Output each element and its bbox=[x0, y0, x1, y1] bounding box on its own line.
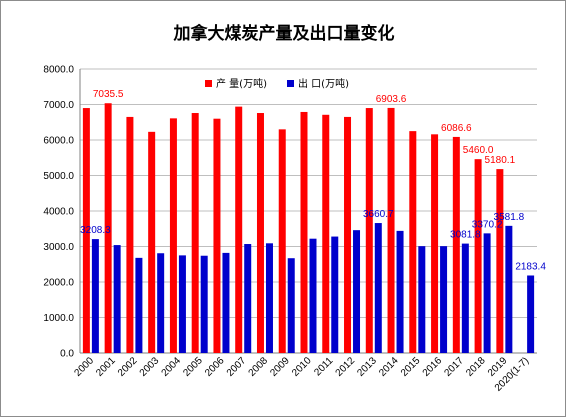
bar-export bbox=[527, 275, 535, 353]
x-tick-label: 2006 bbox=[203, 355, 227, 379]
y-tick-label: 7000.0 bbox=[43, 100, 74, 111]
bar-export bbox=[200, 255, 208, 353]
bar-production bbox=[452, 136, 460, 353]
x-tick-label: 2004 bbox=[160, 355, 184, 379]
bar-export bbox=[287, 258, 295, 353]
bar-export bbox=[331, 236, 339, 353]
bar-production bbox=[213, 118, 221, 353]
bar-export bbox=[178, 255, 186, 353]
bar-export bbox=[157, 253, 165, 353]
x-axis: 2000200120022003200420052006200720082009… bbox=[72, 355, 531, 394]
bar-export bbox=[113, 245, 121, 353]
y-tick-label: 6000.0 bbox=[43, 136, 74, 147]
data-label-production: 6086.6 bbox=[441, 123, 472, 134]
x-tick-label: 2013 bbox=[355, 355, 379, 379]
bar-export bbox=[396, 230, 404, 353]
bar-production bbox=[82, 108, 90, 353]
y-tick-label: 4000.0 bbox=[43, 207, 74, 218]
y-tick-label: 8000.0 bbox=[43, 65, 74, 76]
legend-swatch-production bbox=[205, 80, 212, 87]
x-tick-label: 2011 bbox=[312, 355, 335, 378]
bar-production bbox=[235, 106, 243, 353]
bar-production bbox=[126, 116, 134, 353]
bar-export bbox=[353, 230, 361, 353]
legend-label-export: 出 口(万吨) bbox=[298, 77, 349, 90]
x-tick-label: 2003 bbox=[138, 355, 162, 379]
bar-export bbox=[483, 233, 491, 353]
x-tick-label: 2014 bbox=[377, 355, 401, 379]
bar-production bbox=[256, 113, 264, 354]
data-label-export: 3581.8 bbox=[494, 212, 525, 223]
x-tick-label: 2012 bbox=[334, 355, 358, 379]
x-tick-label: 2018 bbox=[464, 355, 488, 379]
x-tick-label: 2005 bbox=[181, 355, 205, 379]
x-tick-label: 2007 bbox=[225, 355, 249, 379]
x-tick-label: 2015 bbox=[399, 355, 423, 379]
chart-title: 加拿大煤炭产量及出口量变化 bbox=[173, 24, 395, 44]
bar-production bbox=[191, 113, 199, 354]
bar-production bbox=[322, 114, 330, 353]
y-tick-label: 3000.0 bbox=[43, 242, 74, 253]
y-axis: 0.0 1000.0 2000.0 3000.0 4000.0 5000.0 6000.0 7… bbox=[43, 65, 537, 360]
x-tick-label: 2001 bbox=[94, 355, 118, 379]
y-tick-label: 5000.0 bbox=[43, 171, 74, 182]
bar-production bbox=[300, 111, 308, 353]
y-tick-label: 0.0 bbox=[60, 349, 74, 360]
data-label-export: 3208.3 bbox=[80, 225, 111, 236]
data-label-production: 7035.5 bbox=[93, 89, 124, 100]
bar-export bbox=[505, 225, 513, 353]
bar-export bbox=[135, 257, 143, 353]
bar-export bbox=[244, 244, 252, 353]
data-label-export: 2183.4 bbox=[515, 261, 546, 272]
bar-export bbox=[91, 239, 99, 353]
legend-swatch-export bbox=[287, 80, 294, 87]
data-label-production: 5180.1 bbox=[485, 155, 516, 166]
x-tick-label: 2017 bbox=[442, 355, 466, 379]
legend-label-production: 产 量(万吨) bbox=[216, 77, 267, 90]
x-tick-label: 2016 bbox=[421, 355, 445, 379]
data-label-production: 6903.6 bbox=[376, 94, 407, 105]
gridlines bbox=[80, 68, 537, 318]
bar-production bbox=[431, 134, 439, 353]
x-tick-label: 2000 bbox=[72, 355, 96, 379]
x-tick-label: 2008 bbox=[247, 355, 271, 379]
bar-export bbox=[374, 223, 382, 353]
bar-production bbox=[409, 131, 417, 353]
bars bbox=[82, 103, 535, 354]
bar-production bbox=[365, 108, 373, 353]
bar-export bbox=[440, 246, 448, 353]
y-tick-label: 2000.0 bbox=[43, 278, 74, 289]
bar-export bbox=[461, 243, 469, 353]
x-tick-label: 2010 bbox=[290, 355, 314, 379]
data-label-export: 3370.2 bbox=[472, 219, 503, 230]
bar-export bbox=[265, 243, 273, 353]
bar-export bbox=[222, 252, 230, 353]
bar-production bbox=[104, 103, 112, 354]
data-label-export: 3081.8 bbox=[450, 230, 481, 241]
bar-production bbox=[344, 116, 352, 353]
x-tick-label: 2009 bbox=[268, 355, 292, 379]
bar-export bbox=[418, 246, 426, 353]
x-tick-label: 2002 bbox=[116, 355, 140, 379]
data-label-production: 5460.0 bbox=[463, 145, 494, 156]
bar-production bbox=[387, 107, 395, 353]
bar-production bbox=[278, 129, 286, 353]
bar-production bbox=[148, 131, 156, 353]
bar-production bbox=[474, 159, 482, 353]
bar-production bbox=[169, 118, 177, 353]
y-tick-label: 1000.0 bbox=[43, 313, 74, 324]
bar-production bbox=[496, 169, 504, 353]
data-label-export: 3660.7 bbox=[363, 209, 394, 220]
bar-export bbox=[309, 238, 317, 353]
legend: 产 量(万吨) 出 口(万吨) bbox=[205, 77, 349, 90]
